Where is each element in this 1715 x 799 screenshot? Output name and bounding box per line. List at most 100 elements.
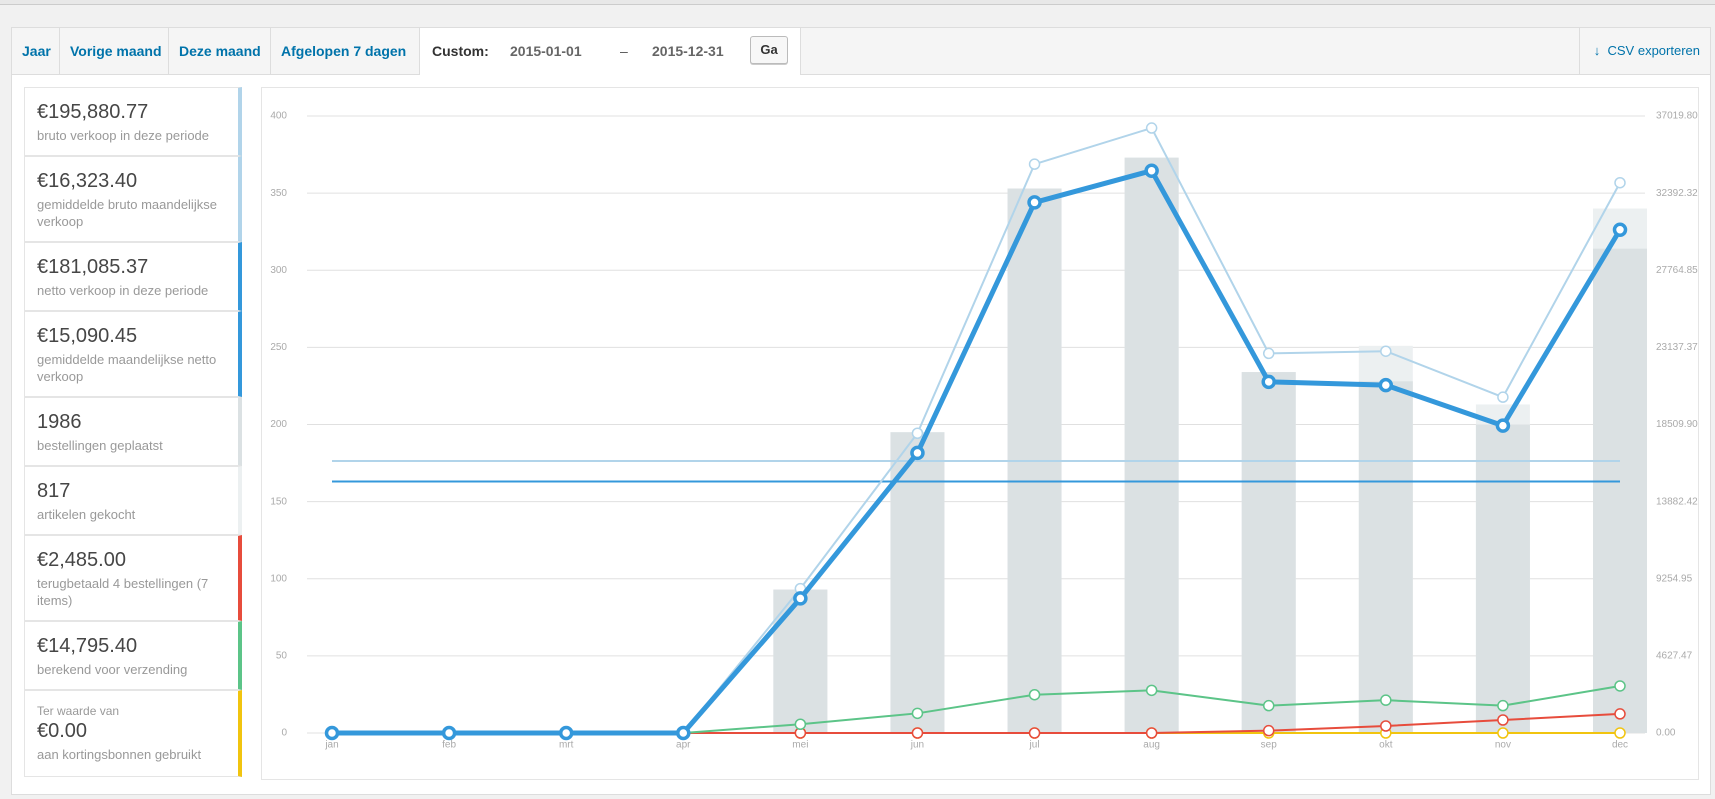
export-link[interactable]: ↓ CSV exporteren: [1578, 28, 1710, 74]
legend-value: €14,795.40: [37, 635, 138, 657]
top-bar: [0, 0, 1715, 5]
point: [1614, 708, 1626, 720]
point: [1378, 377, 1394, 393]
line: [332, 168, 1623, 736]
x-tick-label: dec: [1612, 740, 1628, 751]
y2-tick-label: 13882.42: [1656, 496, 1698, 507]
y2-tick-label: 37019.80: [1656, 111, 1698, 122]
x-tick-label: apr: [676, 740, 691, 751]
bar: [1241, 372, 1296, 733]
y-tick-label: 350: [270, 188, 287, 199]
point: [324, 725, 340, 741]
legend-prefix: Ter waarde van: [37, 704, 120, 718]
y-tick-label: 250: [270, 342, 287, 353]
bar: [1358, 381, 1413, 733]
legend-item[interactable]: €2,485.00 terugbetaald 4 bestellingen (7 …: [24, 535, 242, 621]
legend-label: berekend voor verzending: [37, 662, 188, 677]
point: [1612, 222, 1628, 238]
point: [1144, 163, 1159, 178]
x-tick-label: mei: [792, 740, 808, 751]
export-icon: ↓: [1593, 43, 1608, 58]
point: [1497, 714, 1509, 726]
point: [441, 725, 457, 741]
legend-value: €2,485.00: [37, 549, 126, 571]
legend-label: gemiddelde maandelijkse netto verkoop: [37, 352, 217, 384]
legend-value: €15,090.45: [37, 325, 138, 347]
point: [1261, 374, 1276, 390]
y-tick-label: 400: [270, 111, 287, 122]
x-tick-label: jun: [910, 740, 924, 751]
point: [1614, 176, 1626, 189]
x-tick-label: feb: [442, 740, 456, 751]
point: [558, 725, 574, 741]
report-panel: Custom: 2015-01-01 – 2015-12-31 Ga ↓ CSV…: [11, 27, 1711, 795]
legend-item[interactable]: €14,795.40 berekend voor verzending: [24, 621, 242, 690]
go-button[interactable]: Ga: [750, 36, 788, 64]
point: [1614, 680, 1626, 692]
y2-tick-label: 27764.85: [1656, 265, 1698, 276]
y-tick-label: 0: [281, 728, 287, 739]
legend-item[interactable]: Ter waarde van €0.00 aan kortingsbonnen ge…: [24, 690, 242, 777]
start-date[interactable]: 2015-01-01: [510, 43, 582, 59]
x-tick-label: okt: [1379, 740, 1393, 751]
tab[interactable]: Vorige maand: [60, 28, 169, 74]
point: [1380, 345, 1392, 357]
legend-value: €16,323.40: [37, 170, 138, 192]
point: [1262, 699, 1275, 712]
x-tick-label: mrt: [559, 740, 574, 751]
y-tick-label: 100: [270, 573, 287, 584]
legend-value: 817: [37, 480, 71, 502]
bar: [1475, 424, 1530, 733]
legend-label: gemiddelde bruto maandelijkse verkoop: [37, 197, 217, 229]
x-tick-label: nov: [1495, 740, 1511, 751]
y2-tick-label: 4627.47: [1656, 651, 1693, 662]
legend-item[interactable]: 817 artikelen gekocht: [24, 466, 242, 535]
point: [1495, 418, 1511, 433]
custom-label: Custom:: [432, 43, 489, 59]
legend-item[interactable]: €15,090.45 gemiddelde maandelijkse netto …: [24, 311, 242, 397]
tab[interactable]: Afgelopen 7 dagen: [271, 28, 420, 74]
point: [1614, 727, 1626, 739]
y-tick-label: 300: [270, 265, 287, 276]
point: [1380, 694, 1392, 706]
legend-label: artikelen gekocht: [37, 507, 136, 522]
tab[interactable]: Jaar: [12, 28, 60, 74]
point: [1262, 347, 1275, 360]
y-tick-label: 200: [270, 419, 287, 430]
point: [1027, 195, 1042, 210]
point: [1145, 727, 1158, 739]
legend-value: 1986: [37, 411, 82, 433]
point: [1497, 391, 1509, 403]
point: [1145, 122, 1158, 134]
point: [676, 725, 691, 741]
line: [332, 684, 1621, 734]
point: [1262, 724, 1275, 737]
point: [1028, 688, 1041, 701]
point: [1380, 720, 1392, 732]
bar: [1593, 248, 1647, 733]
legend-label: aan kortingsbonnen gebruikt: [37, 747, 202, 762]
legend-item[interactable]: €16,323.40 gemiddelde bruto maandelijkse …: [24, 156, 242, 242]
custom-range: Custom: 2015-01-01 – 2015-12-31 Ga: [420, 28, 801, 75]
chart: 0 50 100 150 200 250 300 350 400 0.00 4627.47 9254.…: [270, 111, 1698, 751]
bar: [1124, 157, 1179, 734]
bar: [773, 589, 828, 733]
point: [1497, 699, 1509, 712]
y2-tick-label: 9254.95: [1656, 573, 1693, 584]
point: [1145, 684, 1158, 697]
legend-label: terugbetaald 4 bestellingen (7 items): [37, 576, 209, 608]
y-tick-label: 50: [276, 651, 288, 662]
line: [332, 712, 1621, 734]
point: [911, 727, 924, 739]
point: [911, 707, 924, 720]
legend-item[interactable]: €195,880.77 bruto verkoop in deze periode: [24, 87, 242, 156]
tab[interactable]: Deze maand: [169, 28, 271, 74]
legend-item[interactable]: 1986 bestellingen geplaatst: [24, 397, 242, 466]
y2-tick-label: 18509.90: [1656, 419, 1698, 430]
legend-item[interactable]: €181,085.37 netto verkoop in deze periode: [24, 242, 242, 311]
legend-value: €0.00: [37, 720, 88, 742]
point: [793, 591, 808, 606]
legend-label: bestellingen geplaatst: [37, 438, 163, 453]
end-date[interactable]: 2015-12-31: [652, 43, 724, 59]
